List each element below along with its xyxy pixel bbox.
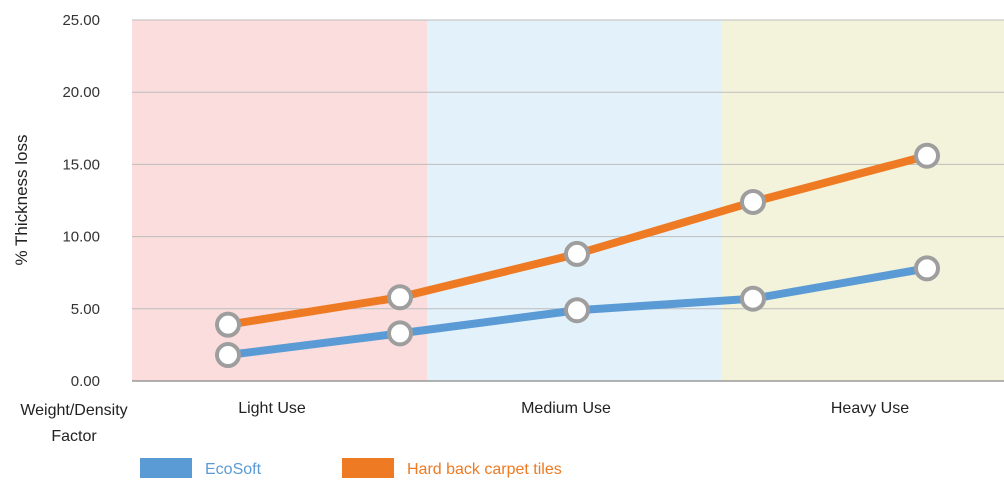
- y-tick-label: 5.00: [71, 301, 100, 318]
- zone-light-use: [132, 20, 427, 381]
- x-category-label: Medium Use: [521, 400, 611, 417]
- data-point-marker: [914, 255, 940, 282]
- legend: EcoSoft Hard back carpet tiles: [140, 458, 562, 478]
- data-point: [564, 240, 590, 267]
- data-point-marker: [215, 342, 241, 369]
- data-point-marker: [564, 297, 590, 324]
- legend-label: Hard back carpet tiles: [407, 461, 562, 478]
- y-tick-label: 20.00: [62, 84, 100, 101]
- data-point-marker: [387, 320, 413, 347]
- data-point-markers: [215, 142, 940, 369]
- x-category-labels: Light Use Medium Use Heavy Use: [238, 400, 909, 417]
- data-point: [740, 285, 766, 312]
- y-tick-label: 15.00: [62, 156, 100, 173]
- data-point: [215, 342, 241, 369]
- data-point-marker: [215, 311, 241, 338]
- data-point: [215, 311, 241, 338]
- x-category-label: Heavy Use: [831, 400, 909, 417]
- x-category-label: Light Use: [238, 400, 306, 417]
- y-tick-label: 25.00: [62, 12, 100, 29]
- data-point-marker: [740, 188, 766, 215]
- usage-zones: [132, 20, 1004, 381]
- legend-swatch: [342, 458, 394, 478]
- data-point: [564, 297, 590, 324]
- data-point-marker: [564, 240, 590, 267]
- data-point-marker: [914, 142, 940, 169]
- data-point: [914, 142, 940, 169]
- y-axis-ticks: 0.00 5.00 10.00 15.00 20.00 25.00: [62, 12, 100, 390]
- data-point: [387, 284, 413, 311]
- legend-item: Hard back carpet tiles: [342, 458, 562, 478]
- data-point: [740, 188, 766, 215]
- legend-item: EcoSoft: [140, 458, 262, 478]
- y-axis-label: % Thickness loss: [12, 134, 31, 265]
- y-tick-label: 0.00: [71, 373, 100, 390]
- data-point-marker: [387, 284, 413, 311]
- data-point: [387, 320, 413, 347]
- legend-swatch: [140, 458, 192, 478]
- data-point: [914, 255, 940, 282]
- x-axis-label: Weight/Density Factor: [20, 402, 127, 445]
- y-tick-label: 10.00: [62, 229, 100, 246]
- legend-label: EcoSoft: [205, 461, 262, 478]
- data-point-marker: [740, 285, 766, 312]
